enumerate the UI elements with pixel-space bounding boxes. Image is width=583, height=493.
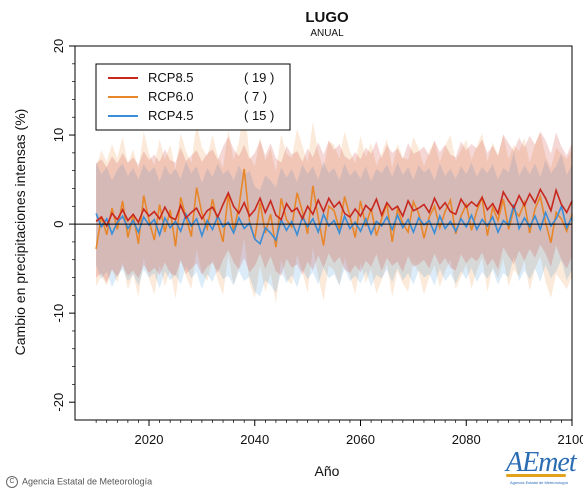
band-rcp60 — [96, 104, 572, 304]
credit-text: Agencia Estatal de Meteorología — [22, 476, 153, 487]
logo-mark: AEmet — [506, 447, 577, 478]
y-axis-title: Cambio en precipitaciones intensas (%) — [12, 109, 28, 356]
copyright-icon: C — [6, 476, 18, 488]
legend-label-rcp85: RCP8.5 — [148, 70, 194, 85]
x-axis-title: Año — [315, 463, 340, 479]
x-axis: 2020 2040 2060 2080 2100 — [95, 420, 583, 447]
legend-count-rcp45: ( 15 ) — [244, 108, 274, 123]
line-rcp60 — [95, 168, 573, 250]
y-tick-label-10: 10 — [51, 128, 66, 142]
chart-subtitle: ANUAL — [310, 28, 344, 39]
plot-frame — [74, 45, 573, 421]
line-rcp85 — [95, 187, 573, 228]
legend: RCP8.5 ( 19 ) RCP6.0 ( 7 ) RCP4.5 ( 15 ) — [95, 63, 291, 131]
x-tick-label-2020: 2020 — [135, 432, 164, 447]
line-rcp45 — [95, 203, 573, 246]
y-tick-label--10: -10 — [51, 304, 66, 323]
agency-credit: C Agencia Estatal de Meteorología — [6, 476, 152, 488]
chart-title: LUGO — [305, 9, 349, 26]
x-tick-label-2060: 2060 — [346, 432, 375, 447]
logo-caption: Agencia Estatal de Meteorología — [510, 480, 568, 485]
x-tick-label-2040: 2040 — [240, 432, 269, 447]
aemet-logo: AEmet Agencia Estatal de Meteorología — [506, 448, 582, 492]
y-tick-label--20: -20 — [51, 393, 66, 412]
series-lines — [95, 168, 573, 250]
x-tick-label-2080: 2080 — [452, 432, 481, 447]
x-tick-label-2100: 2100 — [558, 432, 583, 447]
uncertainty-bands — [96, 104, 572, 304]
legend-label-rcp60: RCP6.0 — [148, 89, 194, 104]
legend-count-rcp60: ( 7 ) — [244, 89, 267, 104]
logo-swoosh — [506, 474, 566, 477]
y-tick-label-0: 0 — [51, 220, 66, 227]
legend-count-rcp85: ( 19 ) — [244, 70, 274, 85]
legend-label-rcp45: RCP4.5 — [148, 108, 194, 123]
y-tick-label-20: 20 — [51, 39, 66, 53]
y-axis: -20 -10 0 10 20 — [51, 39, 75, 412]
